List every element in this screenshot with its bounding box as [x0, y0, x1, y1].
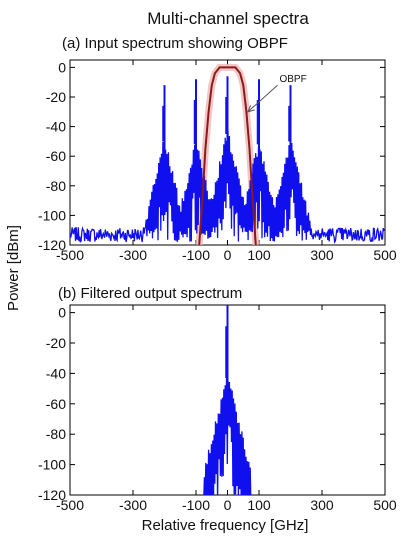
y-tick-label: -60	[46, 396, 66, 412]
x-tick-label: 300	[310, 247, 334, 263]
x-tick-label: 100	[247, 497, 271, 513]
x-tick-label: -500	[56, 497, 84, 513]
spectrum-trace	[70, 131, 385, 244]
panel-b: -500 -300 -100 0 100 300 500 0 -20 -40 -60 -80 -100 -…	[38, 304, 397, 513]
obpf-curve	[198, 66, 257, 245]
y-tick-label: -60	[46, 148, 66, 164]
x-tick-label: 500	[373, 247, 397, 263]
plot-area	[70, 63, 385, 245]
x-tick-label: -500	[56, 247, 84, 263]
panel-b-title: (b) Filtered output spectrum	[58, 285, 242, 302]
y-axis-label: Power [dBm]	[5, 225, 22, 311]
x-tick-label: 300	[310, 497, 334, 513]
annotation-arrow	[247, 84, 278, 113]
y-tick-label: -100	[38, 207, 66, 223]
annotation-label: OBPF	[279, 74, 306, 85]
x-axis-label: Relative frequency [GHz]	[142, 517, 309, 534]
x-tick-label: -300	[119, 247, 147, 263]
y-tick-label: -20	[46, 335, 66, 351]
y-tick-label: -40	[46, 365, 66, 381]
figure-title: Multi-channel spectra	[147, 9, 309, 28]
y-tick-label: -80	[46, 178, 66, 194]
y-tick-label: -20	[46, 89, 66, 105]
x-tick-label: 0	[224, 497, 232, 513]
y-tick-label: -120	[38, 487, 66, 503]
panel-a-title: (a) Input spectrum showing OBPF	[62, 35, 288, 52]
plot-area	[203, 305, 252, 495]
x-tick-label: 100	[247, 247, 271, 263]
x-tick-label: 0	[224, 247, 232, 263]
y-tick-label: -100	[38, 457, 66, 473]
panel-a: -500 -300 -100 0 100 300 500 0 -20 -40 -60 -80 -100 -…	[38, 59, 397, 263]
y-tick-label: -120	[38, 237, 66, 253]
spectrum-trace	[203, 374, 252, 495]
x-tick-label: -100	[182, 247, 210, 263]
annotation-arrowhead	[247, 105, 255, 113]
y-tick-label: -80	[46, 426, 66, 442]
y-tick-label: 0	[58, 305, 66, 321]
x-tick-label: -300	[119, 497, 147, 513]
x-tick-label: -100	[182, 497, 210, 513]
x-tick-label: 500	[373, 497, 397, 513]
y-tick-label: -40	[46, 119, 66, 135]
y-tick-label: 0	[58, 59, 66, 75]
